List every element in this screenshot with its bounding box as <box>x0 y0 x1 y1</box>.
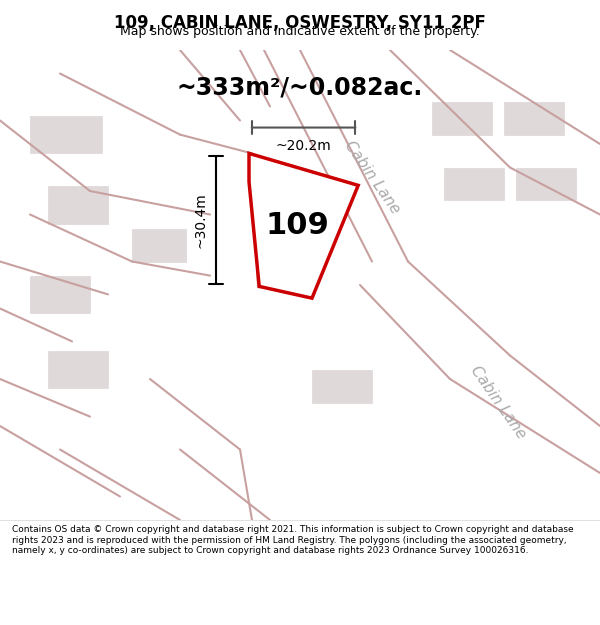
Bar <box>444 168 504 201</box>
Text: 109: 109 <box>266 211 329 240</box>
Text: Cabin Lane: Cabin Lane <box>341 138 403 216</box>
Bar <box>504 102 564 134</box>
Text: Map shows position and indicative extent of the property.: Map shows position and indicative extent… <box>120 24 480 38</box>
Text: Contains OS data © Crown copyright and database right 2021. This information is : Contains OS data © Crown copyright and d… <box>12 525 574 555</box>
Bar <box>432 102 492 134</box>
Bar <box>30 276 90 313</box>
Text: ~20.2m: ~20.2m <box>276 139 331 153</box>
Bar <box>132 229 186 261</box>
Bar <box>312 369 372 402</box>
Bar <box>516 168 576 201</box>
Text: ~30.4m: ~30.4m <box>194 192 208 248</box>
Polygon shape <box>249 153 358 298</box>
Bar <box>30 116 102 153</box>
Text: ~333m²/~0.082ac.: ~333m²/~0.082ac. <box>177 76 423 99</box>
Bar <box>48 186 108 224</box>
Text: 109, CABIN LANE, OSWESTRY, SY11 2PF: 109, CABIN LANE, OSWESTRY, SY11 2PF <box>114 14 486 32</box>
Text: Cabin Lane: Cabin Lane <box>467 363 529 442</box>
Bar <box>48 351 108 388</box>
